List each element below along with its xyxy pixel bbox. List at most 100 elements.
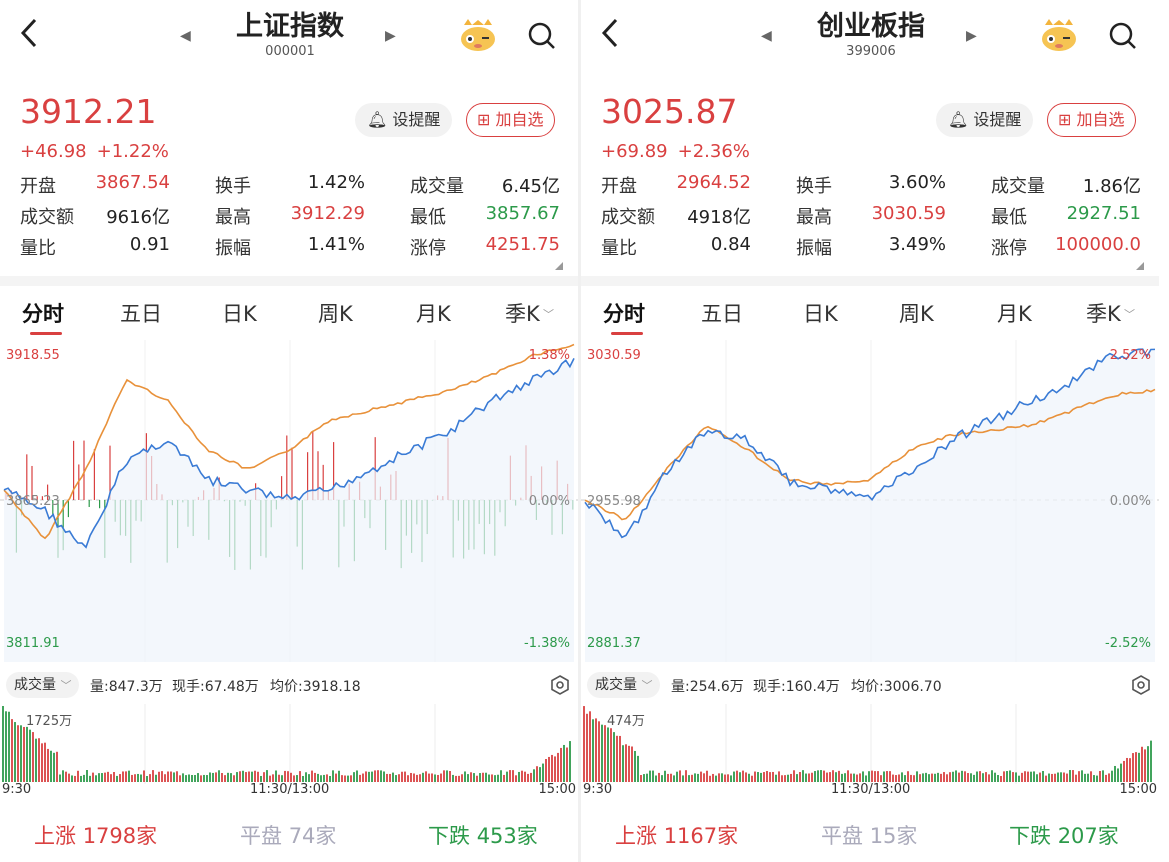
index-title: 上证指数 xyxy=(236,11,344,42)
tab-period-3[interactable]: 周K xyxy=(318,302,353,326)
stat-label: 最高 xyxy=(215,207,251,228)
volume-total: 量:847.3万 xyxy=(90,679,163,695)
index-panel-sse: ◀ 上证指数 000001 ▶ 3912.21 +46.98 +1.22% 🔔︎ … xyxy=(0,0,578,862)
decliners[interactable]: 下跌 207家 xyxy=(1009,820,1119,850)
volume-indicator-select[interactable]: 成交量 ﹀ xyxy=(587,672,661,698)
advancers[interactable]: 上涨 1167家 xyxy=(615,820,738,850)
volume-chart[interactable]: 474万 xyxy=(581,704,1159,804)
pct-axis-bottom-label: -1.38% xyxy=(524,636,570,651)
advancers[interactable]: 上涨 1798家 xyxy=(34,820,157,850)
tab-intraday[interactable]: 分时 xyxy=(22,302,64,326)
unchanged[interactable]: 平盘 74家 xyxy=(240,820,336,850)
next-index-icon[interactable]: ▶ xyxy=(385,28,396,44)
volume-chart[interactable]: 1725万 xyxy=(0,704,578,804)
volume-header: 成交量 ﹀ 量:254.6万 现手:160.4万 均价:3006.70 xyxy=(581,672,1159,700)
mascot-icon[interactable] xyxy=(1039,17,1079,53)
plus-box-icon: ⊞ xyxy=(477,110,491,129)
expand-corner-icon[interactable] xyxy=(555,262,563,270)
price-line xyxy=(3,357,575,549)
unchanged[interactable]: 平盘 15家 xyxy=(821,820,917,850)
set-alert-label: 设提醒 xyxy=(973,110,1022,129)
decliners[interactable]: 下跌 453家 xyxy=(428,820,538,850)
settings-icon[interactable] xyxy=(1130,674,1152,696)
y-axis-mid-label: 3865.23 xyxy=(6,494,60,509)
chevron-down-icon: ﹀ xyxy=(1124,308,1135,321)
stat-label: 开盘 xyxy=(20,176,56,197)
pct-axis-mid-label: 0.00% xyxy=(528,494,570,509)
settings-icon[interactable] xyxy=(549,674,571,696)
price-line xyxy=(584,348,1156,539)
volume-avg-price: 均价:3918.18 xyxy=(270,679,361,695)
expand-corner-icon[interactable] xyxy=(1136,262,1144,270)
index-code: 399006 xyxy=(846,44,896,59)
prev-index-icon[interactable]: ◀ xyxy=(761,28,772,44)
pct-axis-top-label: 2.52% xyxy=(1109,348,1151,363)
index-code: 000001 xyxy=(265,44,315,59)
decliners-count: 453家 xyxy=(476,824,538,848)
index-panel-chinext: ◀ 创业板指 399006 ▶ 3025.87 +69.89 +2.36% 🔔︎ … xyxy=(581,0,1159,862)
stat-value: 6.45亿 xyxy=(501,176,560,197)
tab-period-4[interactable]: 月K xyxy=(997,302,1032,326)
time-midday: 11:30/13:00 xyxy=(831,782,911,797)
tab-period-3[interactable]: 周K xyxy=(899,302,934,326)
price-area xyxy=(585,349,1155,662)
stat-label: 换手 xyxy=(796,176,832,197)
intraday-chart[interactable]: 3030.59 2955.98 2881.37 2.52% 0.00% -2.5… xyxy=(581,340,1159,662)
volume-indicator-select[interactable]: 成交量 ﹀ xyxy=(6,672,80,698)
stat-value: 0.84 xyxy=(710,234,751,255)
active-tab-indicator xyxy=(611,332,643,335)
add-watchlist-button[interactable]: ⊞ 加自选 xyxy=(1047,103,1136,137)
back-arrow-icon[interactable] xyxy=(18,16,48,56)
stat-value: 0.91 xyxy=(129,234,170,255)
tab-period-2[interactable]: 日K xyxy=(803,302,838,326)
stat-value: 9616亿 xyxy=(106,207,170,228)
intraday-chart[interactable]: 3918.55 3865.23 3811.91 1.38% 0.00% -1.3… xyxy=(0,340,578,662)
stat-label: 振幅 xyxy=(796,238,832,259)
stat-label: 最高 xyxy=(796,207,832,228)
y-axis-top-label: 3918.55 xyxy=(6,348,60,363)
mascot-icon[interactable] xyxy=(458,17,498,53)
search-icon[interactable] xyxy=(526,20,558,52)
change-absolute: +69.89 xyxy=(601,141,668,162)
add-watchlist-button[interactable]: ⊞ 加自选 xyxy=(466,103,555,137)
unchanged-label: 平盘 xyxy=(240,824,282,848)
stat-value: 3857.67 xyxy=(485,203,560,224)
next-index-icon[interactable]: ▶ xyxy=(966,28,977,44)
stats-row: 量比 0.84 振幅 3.49% 涨停 100000.0 xyxy=(601,234,1141,264)
change-percent: +2.36% xyxy=(677,141,750,162)
avg-price-line xyxy=(3,343,575,540)
stat-value: 2964.52 xyxy=(676,172,751,193)
tab-period-5[interactable]: 季K xyxy=(1086,302,1121,326)
intraday-chart-svg xyxy=(0,340,578,662)
unchanged-count: 74家 xyxy=(288,824,337,848)
prev-index-icon[interactable]: ◀ xyxy=(180,28,191,44)
stat-label: 成交量 xyxy=(410,176,464,197)
y-axis-bottom-label: 3811.91 xyxy=(6,636,60,651)
back-arrow-icon[interactable] xyxy=(599,16,629,56)
time-midday: 11:30/13:00 xyxy=(250,782,330,797)
stats-row: 开盘 2964.52 换手 3.60% 成交量 1.86亿 xyxy=(601,172,1141,202)
tab-period-1[interactable]: 五日 xyxy=(701,302,743,326)
tab-intraday[interactable]: 分时 xyxy=(603,302,645,326)
decliners-label: 下跌 xyxy=(428,824,470,848)
tab-period-4[interactable]: 月K xyxy=(416,302,451,326)
tab-period-2[interactable]: 日K xyxy=(222,302,257,326)
price-change: +69.89 +2.36% xyxy=(601,141,760,162)
section-separator xyxy=(581,276,1159,286)
change-percent: +1.22% xyxy=(96,141,169,162)
active-tab-indicator xyxy=(30,332,62,335)
y-axis-top-label: 3030.59 xyxy=(587,348,641,363)
stat-label: 成交量 xyxy=(991,176,1045,197)
bell-icon: 🔔︎ xyxy=(948,110,969,129)
stat-label: 涨停 xyxy=(410,238,446,259)
search-icon[interactable] xyxy=(1107,20,1139,52)
tab-period-5[interactable]: 季K xyxy=(505,302,540,326)
volume-current-hand: 现手:67.48万 xyxy=(172,679,259,695)
intraday-chart-svg xyxy=(581,340,1159,662)
volume-max-label: 474万 xyxy=(607,714,645,729)
stat-value: 4251.75 xyxy=(485,234,560,255)
tab-period-1[interactable]: 五日 xyxy=(120,302,162,326)
set-alert-button[interactable]: 🔔︎ 设提醒 xyxy=(355,103,453,137)
decliners-label: 下跌 xyxy=(1009,824,1051,848)
set-alert-button[interactable]: 🔔︎ 设提醒 xyxy=(936,103,1034,137)
